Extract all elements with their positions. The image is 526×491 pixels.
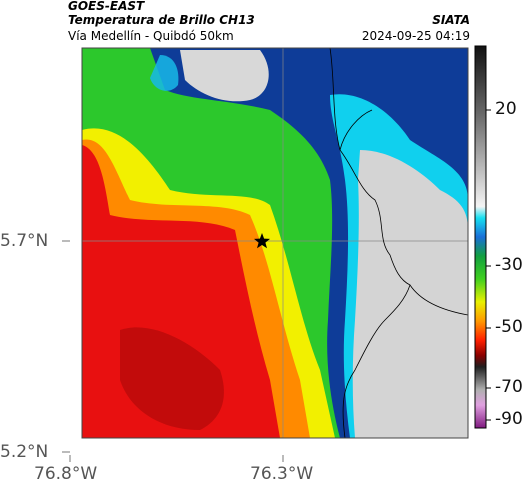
colorbar-label-neg50: -50 — [495, 317, 523, 337]
brightness-temperature-field — [82, 48, 468, 438]
colorbar-label-neg70: -70 — [495, 377, 523, 397]
location-star-icon — [254, 233, 270, 249]
x-tick-label-76-3: 76.3°W — [250, 464, 314, 484]
boundary-line-2 — [409, 284, 468, 316]
x-tick-label-76-8: 76.8°W — [34, 464, 98, 484]
cold-area-gray-north — [180, 50, 269, 102]
region-subtitle: Vía Medellín - Quibdó 50km — [68, 29, 234, 43]
colorbar-label-neg30: -30 — [495, 255, 523, 275]
org-label: SIATA — [432, 13, 470, 27]
colorbar — [474, 45, 487, 429]
satellite-title: GOES-EAST — [68, 0, 145, 13]
map-frame — [81, 47, 469, 439]
warm-area-dark — [120, 327, 224, 430]
cold-area-cyan-north — [150, 55, 179, 91]
colorbar-ticks — [486, 109, 491, 421]
product-title: Temperatura de Brillo CH13 — [68, 13, 255, 27]
boundary-line-3 — [339, 109, 373, 151]
y-tick-label-5-2: 5.2°N — [0, 442, 49, 462]
y-tick-label-5-7: 5.7°N — [0, 231, 49, 251]
colorbar-label-neg90: -90 — [495, 409, 523, 429]
colorbar-label-20: 20 — [495, 99, 517, 119]
timestamp-label: 2024-09-25 04:19 — [361, 29, 470, 43]
cold-area-gray — [352, 150, 468, 438]
